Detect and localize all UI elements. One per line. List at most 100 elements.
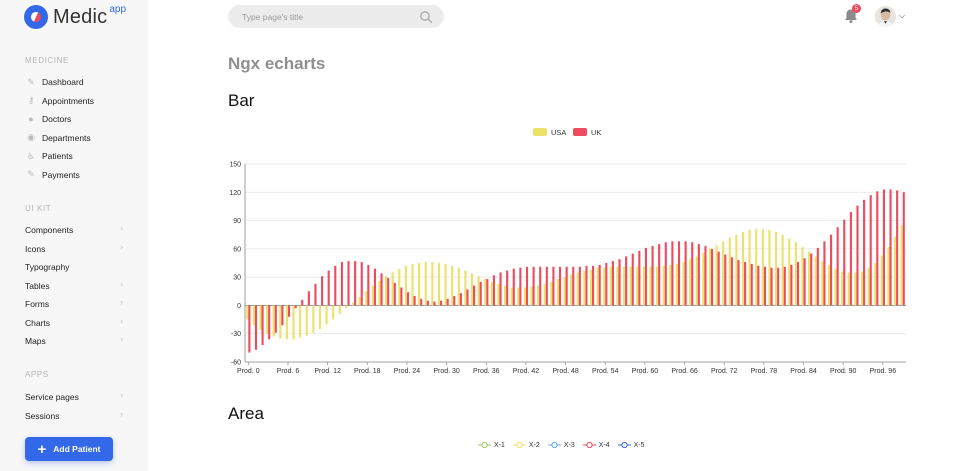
bar-uk[interactable] — [664, 242, 667, 306]
bar-uk[interactable] — [737, 260, 740, 306]
bar-uk[interactable] — [618, 259, 621, 306]
bar-usa[interactable] — [609, 266, 612, 306]
bar-usa[interactable] — [642, 266, 645, 306]
bar-usa[interactable] — [596, 267, 599, 306]
bar-usa[interactable] — [517, 287, 520, 306]
bar-usa[interactable] — [318, 305, 322, 329]
sidebar-item-dashboard[interactable]: ✎ Dashboard — [25, 75, 125, 89]
bar-uk[interactable] — [869, 195, 872, 306]
sidebar-item-appointments[interactable]: ⚷ Appointments — [25, 94, 125, 108]
bar-uk[interactable] — [744, 262, 747, 306]
bar-usa[interactable] — [682, 262, 685, 306]
bar-usa[interactable] — [675, 263, 678, 306]
bar-usa[interactable] — [874, 263, 877, 306]
bar-uk[interactable] — [750, 263, 753, 306]
bar-usa[interactable] — [332, 305, 335, 320]
bar-usa[interactable] — [583, 270, 586, 306]
bar-uk[interactable] — [393, 282, 396, 306]
bar-usa[interactable] — [378, 280, 381, 306]
bar-uk[interactable] — [730, 257, 733, 306]
bar-usa[interactable] — [662, 265, 665, 306]
bar-uk[interactable] — [486, 279, 489, 306]
bar-uk[interactable] — [777, 267, 780, 306]
bar-usa[interactable] — [847, 272, 850, 306]
bar-uk[interactable] — [400, 287, 403, 306]
bar-usa[interactable] — [371, 285, 374, 306]
bar-uk[interactable] — [512, 268, 515, 306]
bar-uk[interactable] — [592, 265, 595, 306]
bar-uk[interactable] — [558, 266, 562, 306]
add-patient-button[interactable]: + Add Patient — [25, 437, 113, 461]
bar-uk[interactable] — [803, 258, 806, 306]
bar-usa[interactable] — [259, 305, 262, 330]
bar-uk[interactable] — [605, 263, 608, 306]
bar-uk[interactable] — [724, 254, 727, 306]
bar-usa[interactable] — [266, 305, 269, 334]
sidebar-item-payments[interactable]: ✎ Payments — [25, 168, 125, 182]
bar-uk[interactable] — [836, 227, 839, 306]
bar-uk[interactable] — [717, 251, 720, 306]
bar-uk[interactable] — [321, 276, 324, 306]
bar-usa[interactable] — [867, 267, 870, 306]
bar-usa[interactable] — [814, 256, 817, 306]
bar-usa[interactable] — [424, 262, 427, 306]
bar-uk[interactable] — [863, 199, 866, 306]
bar-uk[interactable] — [763, 266, 767, 306]
bar-uk[interactable] — [347, 261, 350, 306]
bar-uk[interactable] — [598, 264, 601, 306]
bar-uk[interactable] — [770, 267, 773, 306]
bar-usa[interactable] — [272, 305, 275, 337]
sidebar-item-maps[interactable]: Maps › — [25, 334, 125, 348]
bar-usa[interactable] — [490, 281, 493, 306]
bar-usa[interactable] — [589, 269, 593, 306]
bar-uk[interactable] — [572, 266, 575, 306]
bar-uk[interactable] — [876, 191, 879, 306]
bar-uk[interactable] — [261, 305, 264, 346]
bar-usa[interactable] — [570, 274, 573, 306]
bar-usa[interactable] — [669, 264, 672, 306]
bar-usa[interactable] — [523, 287, 526, 306]
bar-uk[interactable] — [492, 275, 495, 306]
bar-uk[interactable] — [823, 241, 826, 306]
bar-uk[interactable] — [525, 266, 529, 306]
bar-usa[interactable] — [834, 268, 837, 306]
bar-uk[interactable] — [459, 293, 462, 306]
bar-usa[interactable] — [801, 246, 804, 306]
bar-usa[interactable] — [497, 283, 500, 306]
bar-uk[interactable] — [783, 266, 786, 306]
bar-uk[interactable] — [565, 266, 568, 306]
bar-usa[interactable] — [576, 272, 579, 306]
sidebar-item-forms[interactable]: Forms › — [25, 297, 125, 311]
bar-uk[interactable] — [473, 285, 476, 306]
bar-uk[interactable] — [426, 300, 429, 306]
sidebar-item-service-pages[interactable]: Service pages › — [25, 390, 125, 404]
bar-uk[interactable] — [849, 212, 852, 306]
bar-uk[interactable] — [367, 264, 370, 306]
bar-uk[interactable] — [301, 299, 304, 306]
bar-uk[interactable] — [406, 292, 410, 306]
bar-usa[interactable] — [880, 255, 883, 306]
search-icon[interactable] — [419, 10, 433, 24]
bar-uk[interactable] — [691, 242, 694, 306]
bar-usa[interactable] — [768, 230, 771, 306]
bar-usa[interactable] — [510, 287, 513, 306]
legend-swatch-usa[interactable] — [533, 128, 547, 136]
bar-usa[interactable] — [841, 271, 844, 306]
bar-usa[interactable] — [477, 276, 480, 306]
bar-uk[interactable] — [433, 301, 436, 306]
sidebar-item-tables[interactable]: Tables › — [25, 279, 125, 293]
sidebar-item-doctors[interactable]: ● Doctors — [25, 112, 125, 126]
bar-usa[interactable] — [418, 263, 421, 306]
bar-usa[interactable] — [437, 263, 440, 306]
bar-uk[interactable] — [307, 291, 310, 306]
bar-usa[interactable] — [543, 283, 546, 306]
bar-usa[interactable] — [457, 267, 460, 306]
bar-usa[interactable] — [656, 266, 659, 306]
bar-usa[interactable] — [827, 264, 830, 306]
bar-usa[interactable] — [887, 246, 890, 306]
sidebar-item-departments[interactable]: ◉ Departments — [25, 131, 125, 145]
bar-usa[interactable] — [246, 305, 249, 320]
bar-uk[interactable] — [757, 265, 760, 306]
bar-uk[interactable] — [545, 266, 548, 306]
bar-uk[interactable] — [380, 273, 383, 306]
